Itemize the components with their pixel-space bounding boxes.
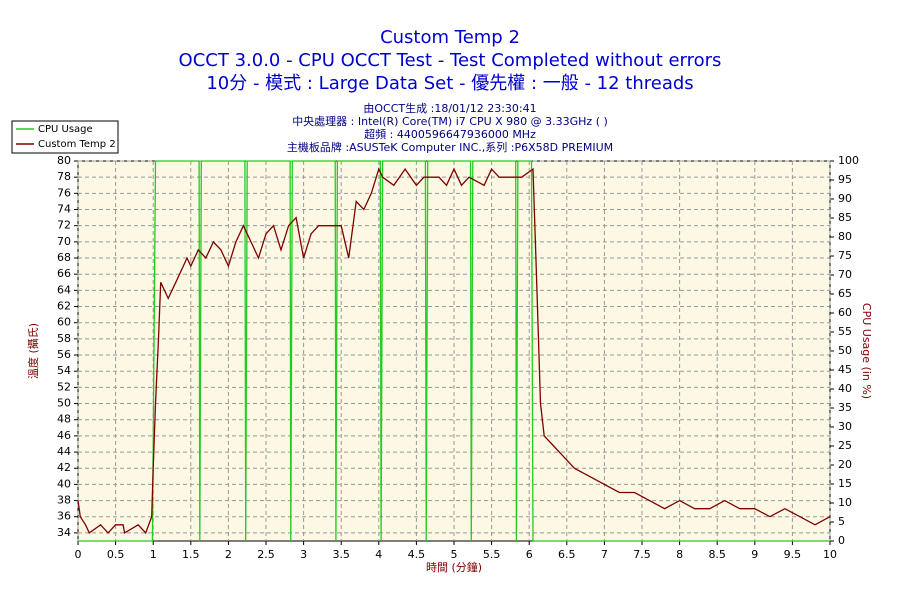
y2-tick-label: 5 (838, 515, 845, 528)
y-tick-label: 42 (57, 461, 71, 474)
info-line: 主機板品牌 :ASUSTeK Computer INC.,系列 :P6X58D … (287, 140, 613, 154)
chart-title: Custom Temp 2 (380, 27, 520, 48)
y-tick-label: 54 (57, 364, 71, 377)
y2-tick-label: 85 (838, 211, 852, 224)
y-tick-label: 34 (57, 526, 71, 539)
y-tick-label: 50 (57, 397, 71, 410)
x-tick-label: 4 (375, 548, 382, 561)
x-tick-label: 3.5 (332, 548, 350, 561)
x-tick-label: 5 (451, 548, 458, 561)
y-tick-label: 62 (57, 300, 71, 313)
x-tick-label: 6 (526, 548, 533, 561)
y-tick-label: 68 (57, 251, 71, 264)
y-tick-label: 74 (57, 203, 71, 216)
y2-tick-label: 15 (838, 477, 852, 490)
x-tick-label: 0 (75, 548, 82, 561)
y2-tick-label: 40 (838, 382, 852, 395)
y2-tick-label: 25 (838, 439, 852, 452)
y-tick-label: 64 (57, 283, 71, 296)
y2-axis-label: CPU Usage (in %) (860, 303, 873, 399)
x-tick-label: 0.5 (107, 548, 125, 561)
y2-tick-label: 100 (838, 154, 859, 167)
y-tick-label: 72 (57, 219, 71, 232)
x-tick-label: 10 (823, 548, 837, 561)
y2-tick-label: 75 (838, 249, 852, 262)
series-line (78, 160, 830, 542)
y2-tick-label: 70 (838, 268, 852, 281)
x-tick-label: 2 (225, 548, 232, 561)
y2-tick-label: 50 (838, 344, 852, 357)
y-tick-label: 58 (57, 332, 71, 345)
y-tick-label: 66 (57, 267, 71, 280)
y2-tick-label: 90 (838, 192, 852, 205)
y-tick-label: 36 (57, 510, 71, 523)
legend (11, 120, 119, 154)
y-tick-label: 46 (57, 429, 71, 442)
x-tick-label: 9.5 (784, 548, 802, 561)
y2-tick-label: 35 (838, 401, 852, 414)
y2-tick-label: 30 (838, 420, 852, 433)
y2-tick-label: 60 (838, 306, 852, 319)
y2-tick-label: 45 (838, 363, 852, 376)
chart-subtitle: OCCT 3.0.0 - CPU OCCT Test - Test Comple… (179, 50, 722, 71)
x-tick-label: 9 (751, 548, 758, 561)
x-axis-label: 時間 (分鐘) (426, 560, 482, 574)
y2-tick-label: 10 (838, 496, 852, 509)
x-tick-label: 8.5 (708, 548, 726, 561)
x-tick-label: 5.5 (483, 548, 501, 561)
y-axis-label: 溫度 (攝氏) (26, 323, 40, 379)
y-tick-label: 40 (57, 477, 71, 490)
y-tick-label: 76 (57, 186, 71, 199)
x-tick-label: 2.5 (257, 548, 275, 561)
y-tick-label: 60 (57, 316, 71, 329)
y-tick-label: 80 (57, 154, 71, 167)
y2-tick-label: 55 (838, 325, 852, 338)
x-tick-label: 8 (676, 548, 683, 561)
y-tick-label: 38 (57, 494, 71, 507)
x-tick-label: 4.5 (408, 548, 426, 561)
y-tick-label: 52 (57, 380, 71, 393)
y-tick-label: 56 (57, 348, 71, 361)
legend-label: Custom Temp 2 (38, 139, 116, 150)
legend-label: CPU Usage (38, 124, 93, 135)
x-tick-label: 3 (300, 548, 307, 561)
info-line: 中央處理器 : Intel(R) Core(TM) i7 CPU X 980 @… (292, 114, 608, 128)
info-line: 超頻 : 4400596647936000 MHz (364, 127, 536, 141)
y-tick-label: 70 (57, 235, 71, 248)
y2-tick-label: 65 (838, 287, 852, 300)
x-tick-label: 1 (150, 548, 157, 561)
x-tick-label: 6.5 (558, 548, 576, 561)
y2-tick-label: 80 (838, 230, 852, 243)
y2-tick-label: 20 (838, 458, 852, 471)
y2-tick-label: 95 (838, 173, 852, 186)
x-tick-label: 7 (601, 548, 608, 561)
y-tick-label: 44 (57, 445, 71, 458)
y2-tick-label: 0 (838, 534, 845, 547)
info-line: 由OCCT生成 :18/01/12 23:30:41 (363, 101, 536, 115)
x-tick-label: 7.5 (633, 548, 651, 561)
y-tick-label: 48 (57, 413, 71, 426)
y-tick-label: 78 (57, 170, 71, 183)
chart-subtitle: 10分 - 模式 : Large Data Set - 優先權 : 一般 - 1… (206, 73, 693, 94)
series-line (77, 167, 831, 535)
x-tick-label: 1.5 (182, 548, 200, 561)
